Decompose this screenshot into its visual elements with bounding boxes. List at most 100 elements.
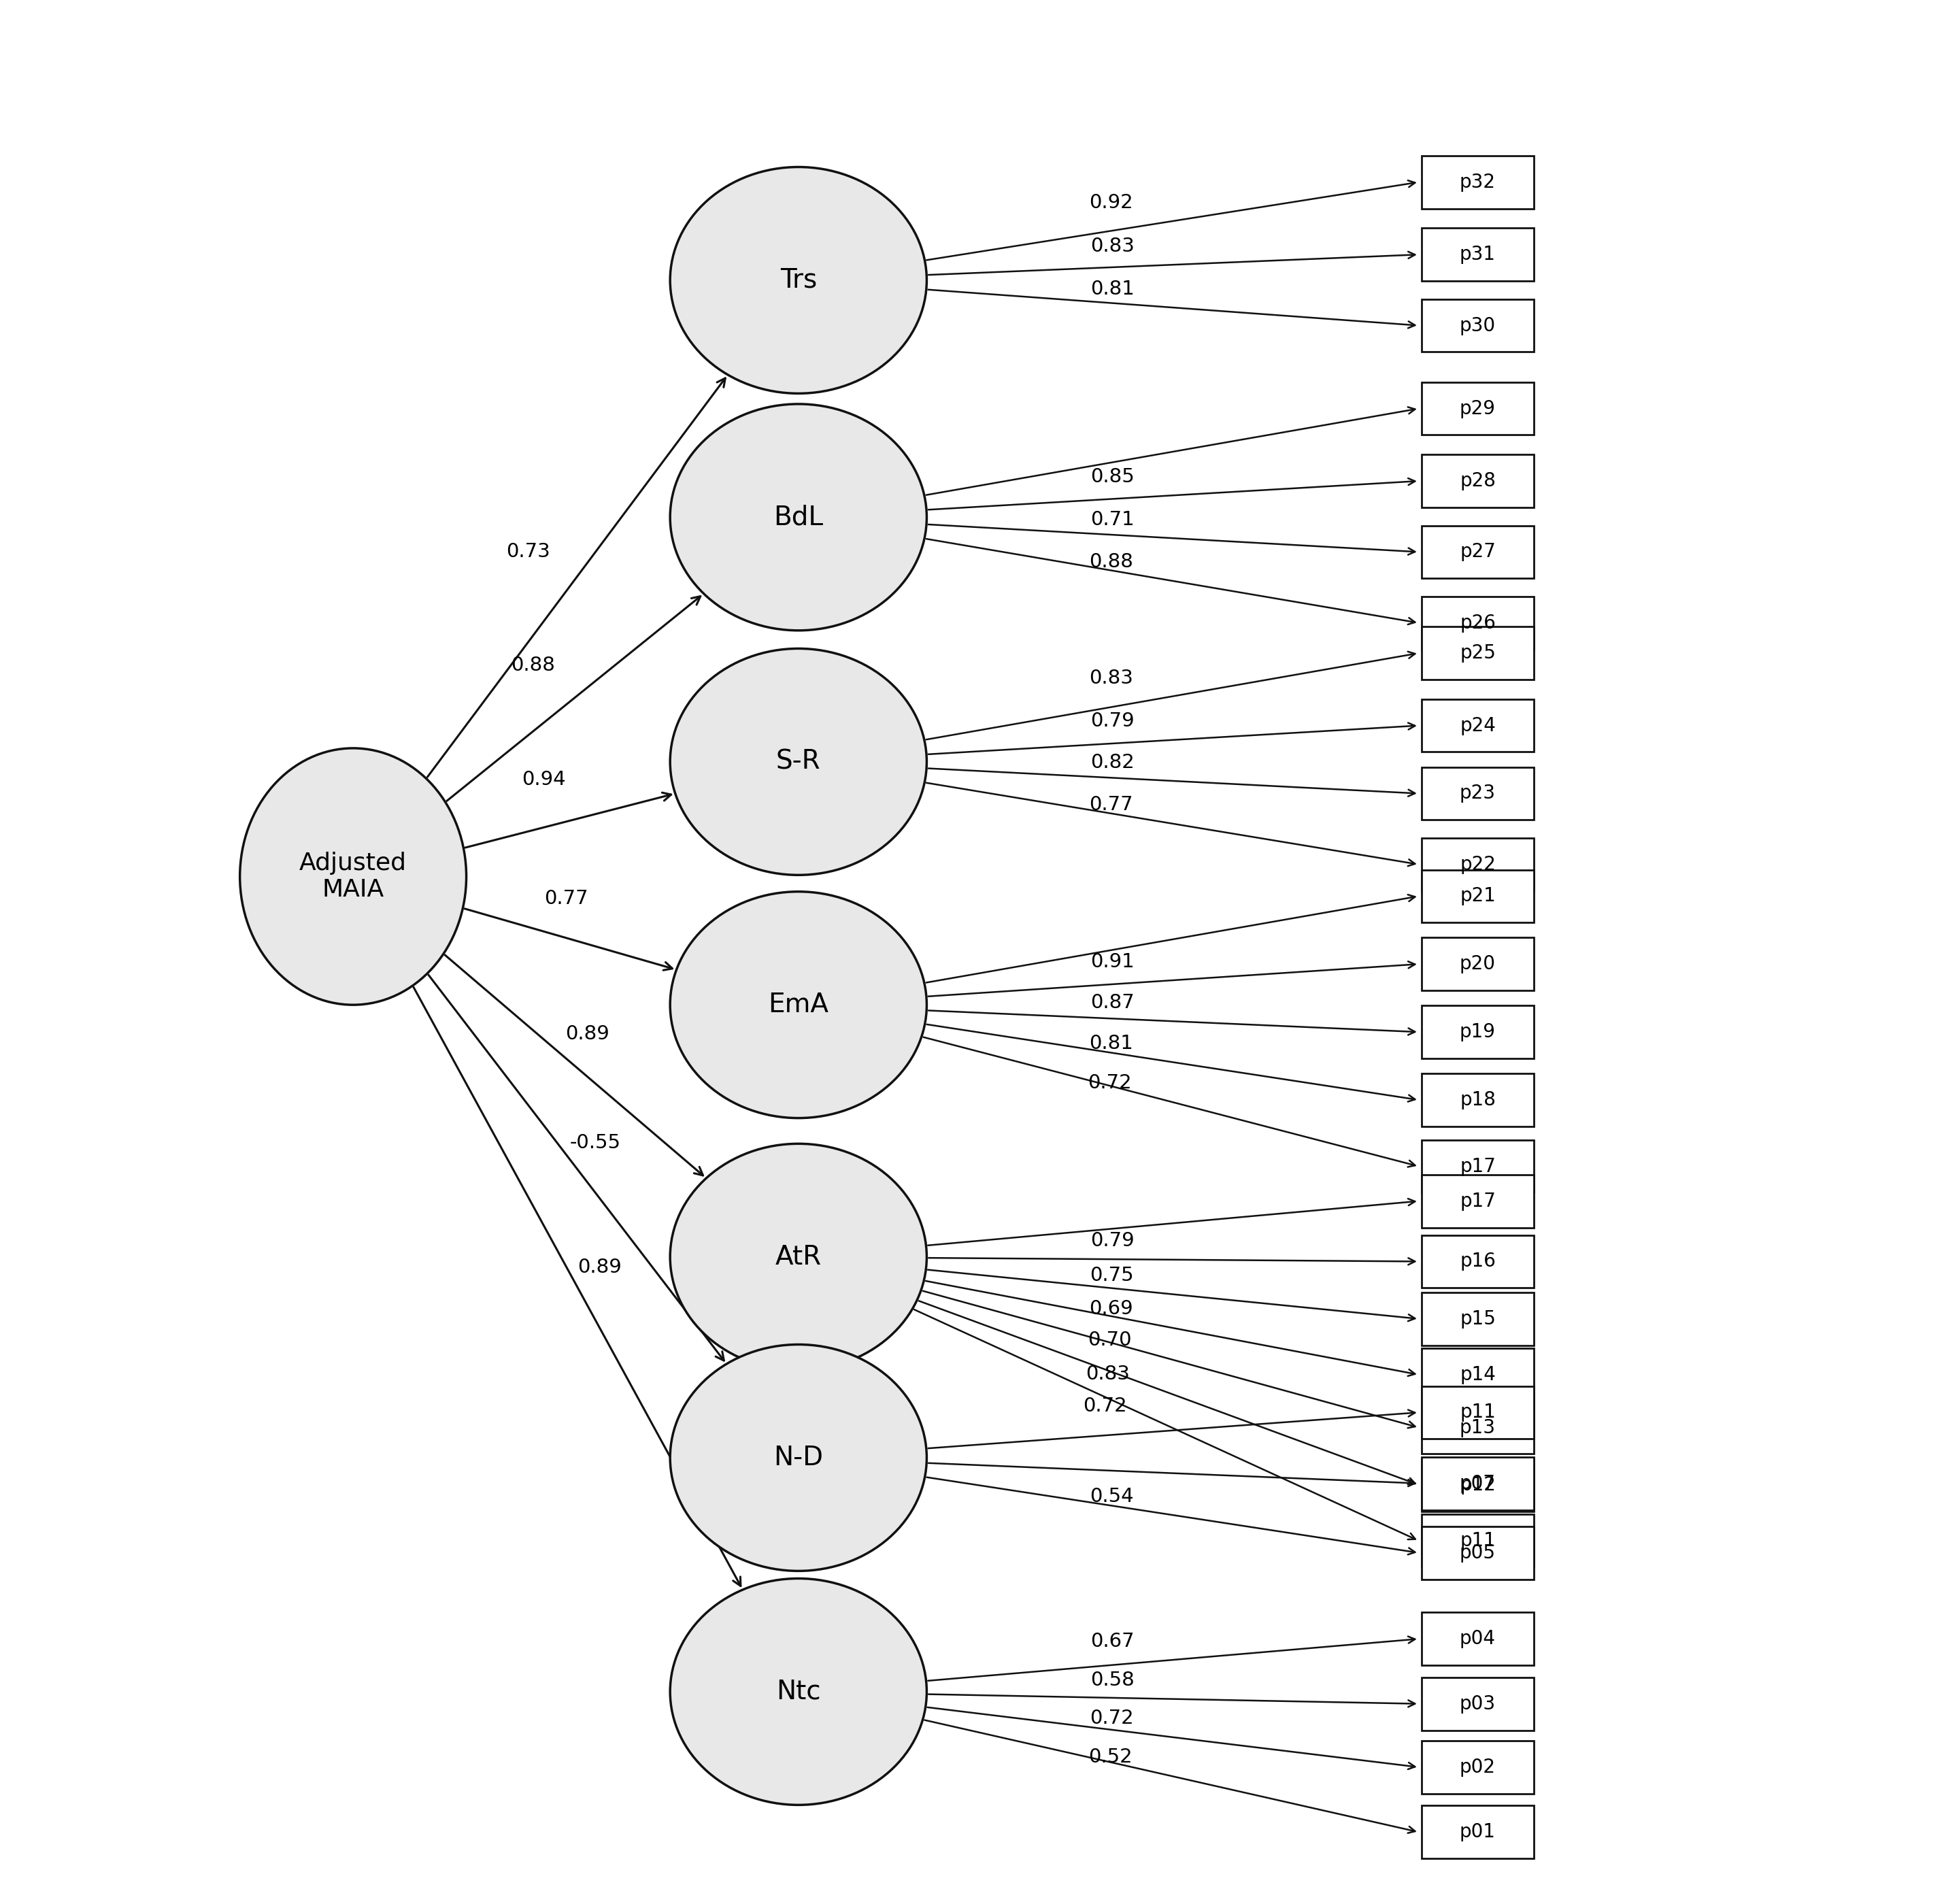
- Text: 0.52: 0.52: [1089, 1748, 1131, 1767]
- FancyBboxPatch shape: [1421, 1527, 1534, 1578]
- Text: p13: p13: [1460, 1418, 1495, 1438]
- FancyBboxPatch shape: [1421, 699, 1534, 752]
- FancyBboxPatch shape: [1421, 937, 1534, 990]
- Text: Trs: Trs: [780, 267, 816, 293]
- Text: p23: p23: [1460, 784, 1495, 803]
- FancyBboxPatch shape: [1421, 1386, 1534, 1439]
- Text: 0.69: 0.69: [1089, 1300, 1133, 1319]
- FancyBboxPatch shape: [1421, 1401, 1534, 1455]
- FancyBboxPatch shape: [1421, 1005, 1534, 1059]
- FancyBboxPatch shape: [1421, 1074, 1534, 1127]
- FancyBboxPatch shape: [1421, 1140, 1534, 1192]
- FancyBboxPatch shape: [1421, 1348, 1534, 1401]
- Text: 0.91: 0.91: [1091, 952, 1133, 971]
- Text: p30: p30: [1460, 316, 1495, 335]
- Text: 0.58: 0.58: [1091, 1672, 1135, 1691]
- Text: p17: p17: [1460, 1158, 1495, 1177]
- Text: 0.72: 0.72: [1089, 1074, 1131, 1093]
- Text: -0.55: -0.55: [570, 1133, 620, 1152]
- FancyBboxPatch shape: [1421, 156, 1534, 209]
- Text: AtR: AtR: [776, 1243, 822, 1270]
- Text: 0.87: 0.87: [1091, 994, 1135, 1013]
- FancyBboxPatch shape: [1421, 526, 1534, 579]
- Text: 0.89: 0.89: [566, 1024, 608, 1043]
- Text: p15: p15: [1460, 1310, 1495, 1329]
- Text: p16: p16: [1460, 1253, 1495, 1272]
- Text: Ntc: Ntc: [776, 1679, 820, 1704]
- Text: p11: p11: [1460, 1403, 1495, 1422]
- Text: S-R: S-R: [776, 748, 820, 775]
- Text: 0.77: 0.77: [1089, 796, 1133, 815]
- Text: 0.82: 0.82: [1091, 752, 1133, 771]
- Text: p03: p03: [1460, 1695, 1495, 1714]
- Text: 0.83: 0.83: [1085, 1365, 1129, 1384]
- FancyBboxPatch shape: [1421, 1458, 1534, 1512]
- Text: p12: p12: [1460, 1476, 1495, 1495]
- FancyBboxPatch shape: [1421, 383, 1534, 434]
- Text: 0.81: 0.81: [1091, 280, 1133, 299]
- FancyBboxPatch shape: [1421, 838, 1534, 891]
- Ellipse shape: [671, 168, 927, 394]
- Text: p18: p18: [1460, 1091, 1495, 1110]
- Text: 0.77: 0.77: [544, 889, 589, 908]
- FancyBboxPatch shape: [1421, 1514, 1534, 1567]
- Text: 0.81: 0.81: [1089, 1034, 1133, 1053]
- Text: 0.73: 0.73: [505, 543, 550, 562]
- Text: 0.67: 0.67: [1091, 1632, 1133, 1651]
- FancyBboxPatch shape: [1421, 1740, 1534, 1794]
- Text: p07: p07: [1460, 1474, 1495, 1493]
- Ellipse shape: [671, 1578, 927, 1805]
- Text: 0.83: 0.83: [1091, 236, 1135, 255]
- FancyBboxPatch shape: [1421, 228, 1534, 282]
- Text: 0.88: 0.88: [1089, 552, 1133, 571]
- Text: p11: p11: [1460, 1531, 1495, 1550]
- Text: 0.85: 0.85: [1091, 466, 1133, 486]
- Ellipse shape: [671, 1144, 927, 1371]
- Text: Adjusted
MAIA: Adjusted MAIA: [299, 851, 406, 901]
- Ellipse shape: [671, 891, 927, 1118]
- FancyBboxPatch shape: [1421, 1613, 1534, 1666]
- Text: p22: p22: [1460, 855, 1495, 874]
- Text: 0.72: 0.72: [1083, 1398, 1128, 1417]
- Text: p19: p19: [1460, 1022, 1495, 1041]
- Text: p26: p26: [1460, 613, 1495, 632]
- FancyBboxPatch shape: [1421, 1293, 1534, 1346]
- Text: 0.89: 0.89: [577, 1259, 622, 1278]
- Text: 0.72: 0.72: [1091, 1710, 1133, 1729]
- Text: p14: p14: [1460, 1365, 1495, 1384]
- Ellipse shape: [671, 404, 927, 630]
- Text: p01: p01: [1460, 1822, 1495, 1841]
- Text: p25: p25: [1460, 644, 1495, 663]
- FancyBboxPatch shape: [1421, 455, 1534, 508]
- Text: p17: p17: [1460, 1192, 1495, 1211]
- Text: BdL: BdL: [774, 505, 822, 529]
- Text: 0.88: 0.88: [511, 655, 554, 674]
- Text: p31: p31: [1460, 246, 1495, 265]
- Text: p24: p24: [1460, 716, 1495, 735]
- Text: N-D: N-D: [774, 1445, 822, 1470]
- Text: p05: p05: [1460, 1544, 1495, 1563]
- FancyBboxPatch shape: [1421, 596, 1534, 649]
- Ellipse shape: [671, 1344, 927, 1571]
- Text: EmA: EmA: [768, 992, 828, 1019]
- Text: 0.75: 0.75: [1091, 1266, 1133, 1285]
- Text: p27: p27: [1460, 543, 1495, 562]
- FancyBboxPatch shape: [1421, 767, 1534, 821]
- Text: p28: p28: [1460, 472, 1495, 491]
- Text: p32: p32: [1460, 173, 1495, 192]
- Text: 0.79: 0.79: [1091, 712, 1133, 731]
- Text: 0.71: 0.71: [1091, 510, 1133, 529]
- FancyBboxPatch shape: [1421, 1805, 1534, 1858]
- Text: p04: p04: [1460, 1630, 1495, 1649]
- FancyBboxPatch shape: [1421, 299, 1534, 352]
- Ellipse shape: [671, 649, 927, 876]
- Ellipse shape: [239, 748, 467, 1005]
- Text: 0.79: 0.79: [1091, 1232, 1135, 1251]
- Text: p20: p20: [1460, 954, 1495, 973]
- Text: 0.92: 0.92: [1089, 192, 1133, 211]
- Text: p29: p29: [1460, 400, 1495, 419]
- FancyBboxPatch shape: [1421, 1677, 1534, 1731]
- FancyBboxPatch shape: [1421, 870, 1534, 923]
- FancyBboxPatch shape: [1421, 1236, 1534, 1287]
- Text: 0.94: 0.94: [521, 771, 566, 790]
